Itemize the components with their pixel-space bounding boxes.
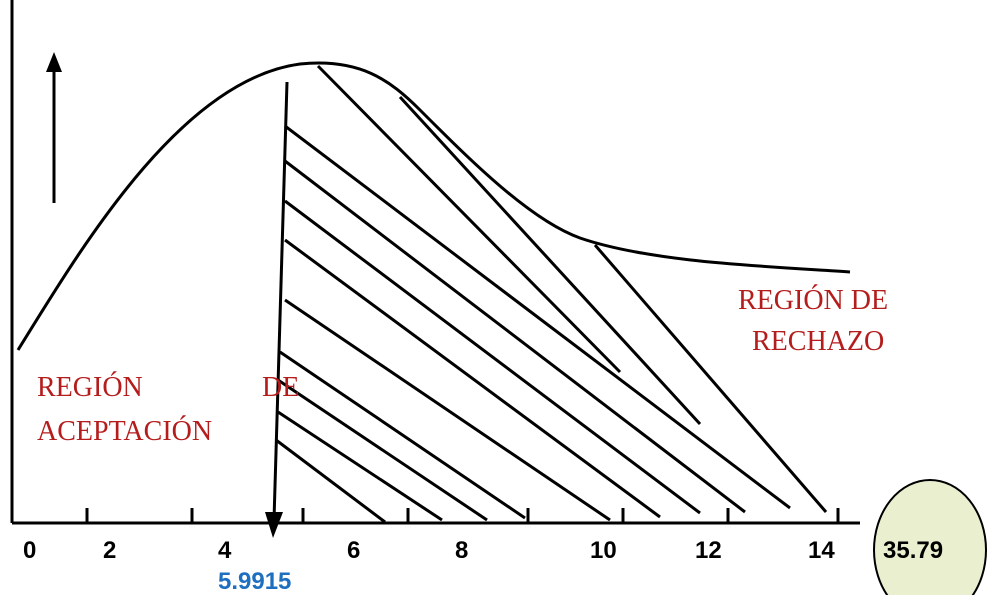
critical-value-label: 5.9915 <box>218 568 291 595</box>
x-tick-label: 14 <box>808 537 835 564</box>
test-statistic-label: 35.79 <box>883 537 943 564</box>
x-tick-marks <box>85 508 840 523</box>
x-tick-label: 0 <box>23 537 36 564</box>
hatch-line <box>277 378 488 522</box>
hatch-line <box>284 298 611 522</box>
hatch-line <box>284 238 661 519</box>
x-tick-label: 4 <box>218 537 232 564</box>
test-statistic-circle <box>873 479 987 595</box>
rejection-hatching <box>275 64 828 524</box>
distribution-curve <box>16 61 851 351</box>
up-arrow-icon <box>46 52 62 203</box>
acceptance-region-label-line2: ACEPTACIÓN <box>37 416 212 447</box>
hatch-line <box>316 64 622 374</box>
x-tick-label: 10 <box>590 537 617 564</box>
acceptance-region-label-line1-word1: REGIÓN <box>37 372 143 403</box>
x-tick-label: 12 <box>695 537 722 564</box>
critical-value-arrow <box>265 81 289 538</box>
hatch-line <box>277 410 443 522</box>
hatch-line <box>398 95 702 426</box>
rejection-region-label-line1: REGIÓN DE <box>738 285 888 316</box>
hatch-line <box>275 438 386 524</box>
hatch-line <box>593 244 828 513</box>
x-tick-label: 2 <box>103 537 116 564</box>
x-tick-label: 8 <box>455 537 468 564</box>
x-tick-label: 6 <box>347 537 360 564</box>
hatch-line <box>284 124 791 510</box>
rejection-region-label-line2: RECHAZO <box>752 326 884 357</box>
hatch-line <box>284 199 701 515</box>
hatch-line <box>279 350 526 520</box>
hatch-line <box>284 159 746 514</box>
acceptance-region-label-line1-word2: DE <box>262 372 299 403</box>
